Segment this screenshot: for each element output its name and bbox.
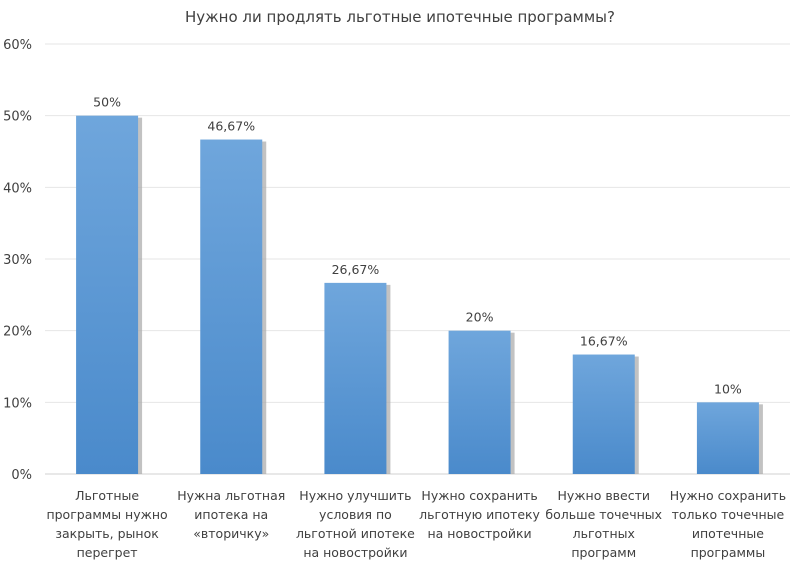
data-label: 16,67% xyxy=(580,334,628,349)
data-label: 46,67% xyxy=(207,119,255,134)
y-tick-label: 20% xyxy=(3,325,32,340)
x-category-label: больше точечных xyxy=(545,507,662,522)
x-category-label: условия по xyxy=(319,507,392,522)
x-category-label: льготных xyxy=(573,526,635,541)
data-label: 26,67% xyxy=(332,262,380,277)
x-category-label: программы нужно xyxy=(46,507,167,522)
x-category-label: льготную ипотеку xyxy=(419,507,540,522)
y-tick-label: 10% xyxy=(3,396,32,411)
bar xyxy=(76,115,139,475)
x-category-label: Нужно ввести xyxy=(557,488,650,503)
x-category-label: ипотечные xyxy=(692,526,764,541)
y-tick-label: 60% xyxy=(3,38,32,53)
x-category-label: перегрет xyxy=(77,545,138,560)
x-category-label: на новостройки xyxy=(427,526,531,541)
data-label: 50% xyxy=(93,95,121,110)
x-category-label: закрыть, рынок xyxy=(55,526,159,541)
x-category-label: Нужна льготная xyxy=(177,488,285,503)
x-category-label: только точечные xyxy=(672,507,785,522)
x-category-label: программы xyxy=(691,545,766,560)
data-label: 20% xyxy=(466,310,494,325)
data-label: 10% xyxy=(714,381,742,396)
y-tick-label: 40% xyxy=(3,181,32,196)
x-category-label: Нужно улучшить xyxy=(299,488,411,503)
chart-title: Нужно ли продлять льготные ипотечные про… xyxy=(185,8,615,26)
x-category-label: ипотека на xyxy=(194,507,268,522)
bar xyxy=(324,282,387,474)
y-tick-label: 50% xyxy=(3,110,32,125)
x-category-label: «вторичку» xyxy=(193,526,269,541)
y-tick-label: 0% xyxy=(11,468,32,483)
y-tick-label: 30% xyxy=(3,253,32,268)
x-category-label: льготной ипотеке xyxy=(296,526,415,541)
bar xyxy=(448,330,511,474)
bar xyxy=(200,139,263,474)
x-category-label: программ xyxy=(571,545,636,560)
x-category-label: Нужно сохранить xyxy=(421,488,537,503)
bar xyxy=(572,354,635,474)
x-category-label: на новостройки xyxy=(303,545,407,560)
bar xyxy=(696,402,759,474)
x-category-label: Нужно сохранить xyxy=(670,488,786,503)
x-category-label: Льготные xyxy=(75,488,139,503)
